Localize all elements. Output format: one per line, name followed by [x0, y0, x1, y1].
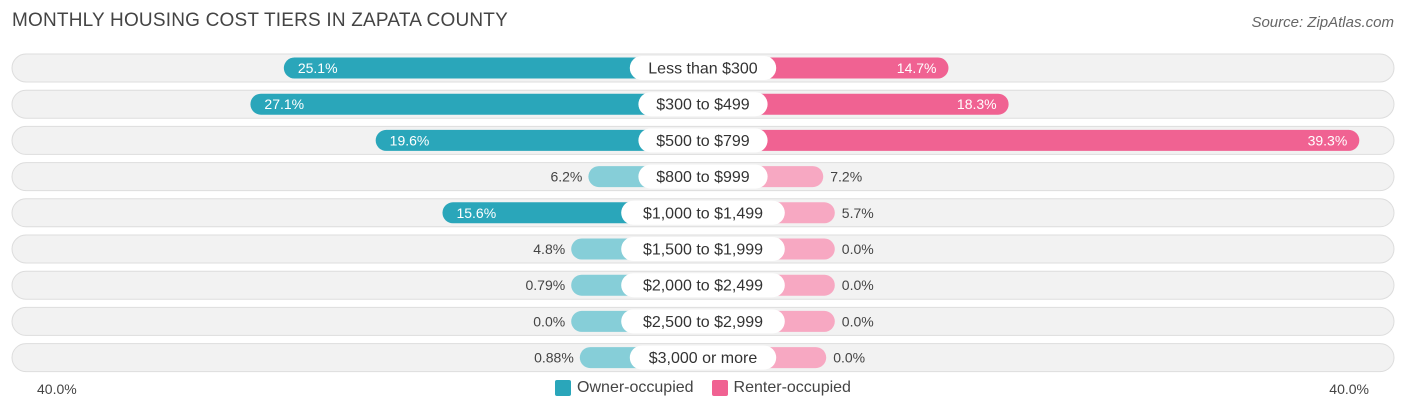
value-label-renter: 0.0%: [833, 350, 865, 366]
category-label: $3,000 or more: [649, 350, 758, 367]
value-label-owner: 19.6%: [390, 132, 430, 148]
category-label: $300 to $499: [656, 97, 750, 114]
bar-renter: [703, 93, 1009, 115]
legend-swatch-owner: [555, 380, 572, 396]
value-label-owner: 0.88%: [534, 350, 574, 366]
category-label-bg: [621, 237, 785, 261]
value-label-renter: 0.0%: [842, 241, 874, 257]
value-label-owner: 0.0%: [533, 313, 565, 329]
legend-swatch-renter: [711, 380, 728, 396]
legend-label-owner: Owner-occupied: [577, 379, 694, 396]
category-label: $1,500 to $1,999: [643, 242, 763, 259]
chart-title: MONTHLY HOUSING COST TIERS IN ZAPATA COU…: [12, 10, 508, 31]
category-label: $2,500 to $2,999: [643, 314, 763, 331]
value-label-owner: 0.79%: [525, 277, 565, 293]
value-label-owner: 27.1%: [264, 96, 304, 112]
category-label-bg: [638, 164, 768, 189]
category-label: $2,000 to $2,499: [643, 278, 763, 295]
category-label-bg: [629, 345, 777, 370]
value-label-renter: 0.0%: [842, 313, 874, 329]
category-label: $1,000 to $1,499: [643, 205, 763, 222]
value-label-owner: 25.1%: [298, 60, 338, 76]
source-label: Source: ZipAtlas.com: [1251, 14, 1394, 31]
axis-left-label: 40.0%: [37, 381, 77, 397]
category-label: $800 to $999: [656, 169, 750, 186]
category-label-bg: [629, 56, 777, 80]
bar-owner: [283, 57, 703, 79]
bar-owner: [250, 93, 703, 115]
value-label-renter: 5.7%: [842, 205, 874, 221]
legend-item-owner: Owner-occupied: [555, 379, 694, 397]
value-label-owner: 6.2%: [550, 169, 582, 185]
category-label: Less than $300: [648, 61, 758, 78]
bar-renter: [703, 129, 1360, 151]
legend-item-renter: Renter-occupied: [711, 379, 851, 397]
value-label-renter: 0.0%: [842, 277, 874, 293]
value-label-renter: 18.3%: [957, 96, 997, 112]
legend: Owner-occupied Renter-occupied: [0, 379, 1406, 397]
category-label-bg: [638, 128, 768, 153]
value-label-owner: 15.6%: [456, 205, 496, 221]
chart-svg: Less than $300 25.1% 14.7% $300 to $499 27.1…: [11, 53, 1395, 373]
category-label-bg: [621, 200, 785, 225]
bar-owner: [375, 129, 703, 151]
value-label-renter: 14.7%: [897, 60, 937, 76]
category-label: $500 to $799: [656, 133, 750, 150]
category-label-bg: [621, 273, 785, 298]
value-label-renter: 39.3%: [1308, 132, 1348, 148]
value-label-renter: 7.2%: [830, 169, 862, 185]
legend-label-renter: Renter-occupied: [733, 379, 851, 396]
axis-right-label: 40.0%: [1329, 381, 1369, 397]
value-label-owner: 4.8%: [533, 241, 565, 257]
category-label-bg: [638, 92, 768, 117]
category-label-bg: [621, 309, 785, 334]
